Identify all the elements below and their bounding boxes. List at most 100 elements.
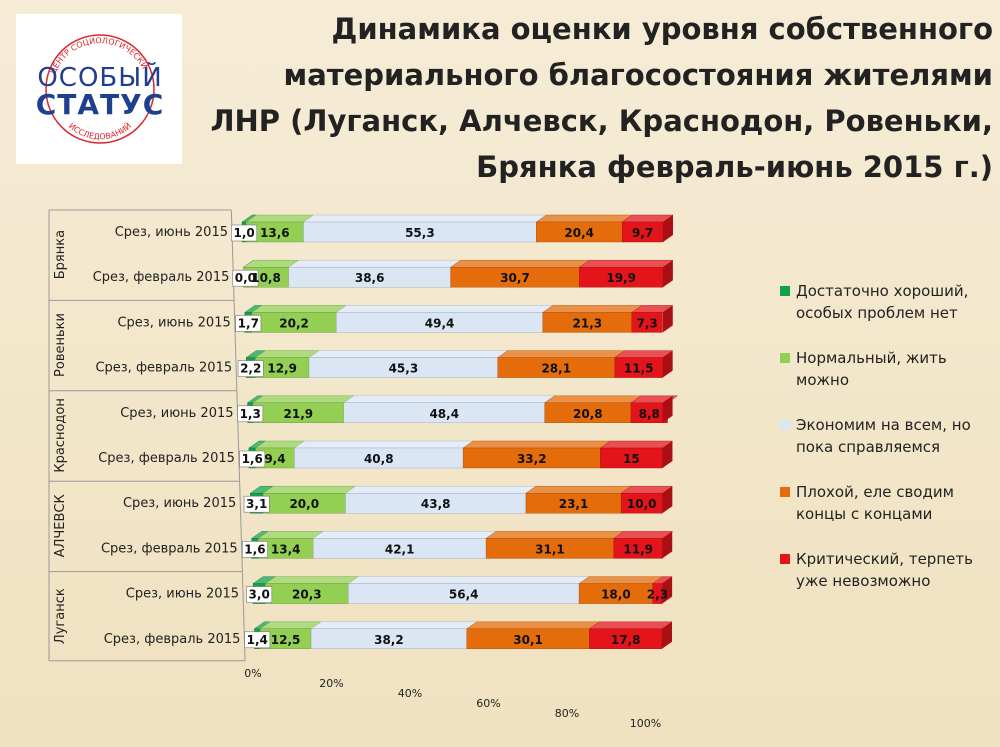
category-label: Срез, июнь 2015 [117,315,230,330]
bar-segment-top [310,621,478,629]
value-label: 11,9 [623,542,653,556]
bar-side [662,395,673,423]
bar-segment-top [308,350,509,358]
value-label-box [237,360,264,377]
bar-segment-top [466,621,601,629]
x-tick-label: 0% [244,667,261,680]
value-label: 11,5 [624,362,654,376]
bar-segment-top [245,214,315,223]
value-label: 13,6 [260,226,290,240]
x-tick-label: 20% [319,677,343,690]
value-label: 15 [623,452,640,466]
bar-segment-top [264,576,359,584]
bar-side [662,441,673,468]
legend-label-bad: Плохой, еле сводим концы с концами [796,483,954,523]
category-label: Срез, июнь 2015 [115,225,228,240]
bar-segment-top [578,576,664,584]
logo-word1: ОСОБЫЙ [37,61,162,93]
bar-segment-top [485,531,625,539]
bar-side [662,531,673,559]
bar-segment-top [578,260,674,268]
value-label: 30,7 [500,271,530,285]
value-label: 10,0 [627,497,657,511]
group-label: Ровеньки [53,313,68,377]
bar-segment-top [347,576,590,584]
legend-label-good: Достаточно хороший, особых проблем нет [796,282,969,322]
legend-item-normal: Нормальный, жить можно [776,347,996,391]
value-label: 38,6 [355,271,385,285]
value-label: 42,1 [385,542,415,556]
bar-segment-top [302,214,547,223]
bar-segment-top [614,350,674,358]
value-label: 9,7 [632,226,653,240]
bar-segment-top [293,440,474,449]
logo-word2: СТАТУС [36,88,165,121]
value-label: 30,1 [513,633,543,647]
value-label: 38,2 [374,633,404,647]
bar-segment-top [288,260,462,268]
bar-side [663,215,673,242]
x-tick-label: 60% [476,697,500,710]
legend-swatch-critical [780,554,790,564]
value-label: 23,1 [559,497,589,511]
title-line-1: Динамика оценки уровня собственного [331,12,994,46]
category-label: Срез, февраль 2015 [98,451,235,466]
value-label: 55,3 [405,226,435,240]
value-label: 33,2 [517,452,547,466]
bar-segment-top [257,531,324,539]
value-label: 21,3 [573,316,603,330]
group-label: Луганск [53,588,68,644]
category-label: Срез, июнь 2015 [120,406,233,421]
bar-segment-top [344,486,537,494]
group-label: Брянка [53,230,68,279]
legend-item-critical: Критический, терпеть уже невозможно [776,548,996,592]
category-label: Срез, февраль 2015 [95,361,232,376]
value-label: 9,4 [264,452,285,466]
value-label: 1,3 [240,407,261,421]
value-label-box [242,541,268,558]
value-label: 13,4 [271,542,301,556]
bar-segment-top [588,621,673,629]
legend-item-economize: Экономим на всем, но пока справляемся [776,414,996,458]
category-label: Срез, февраль 2015 [93,270,230,285]
chart-legend: Достаточно хороший, особых проблем нет Н… [776,280,996,615]
value-label: 48,4 [429,407,459,421]
value-label: 1,6 [242,452,263,466]
value-label: 12,5 [271,633,301,647]
bar-segment-top [525,486,632,494]
bar-segment-top [449,260,591,268]
bar-segment-top [343,395,556,403]
legend-label-economize: Экономим на всем, но пока справляемся [796,416,971,456]
bar-side [662,486,673,514]
legend-swatch-economize [780,420,790,430]
value-label: 1,0 [233,226,254,240]
bar-segment-top [251,305,347,313]
category-label: Срез, февраль 2015 [101,541,238,556]
bar-segment-top [544,395,642,403]
category-label: Срез, июнь 2015 [123,496,236,511]
value-label: 19,9 [606,271,636,285]
x-tick-label: 80% [555,707,579,720]
value-label: 3,1 [246,497,267,511]
value-label-box [244,631,271,649]
group-label: Краснодон [53,398,68,473]
legend-item-bad: Плохой, еле сводим концы с концами [776,481,996,525]
legend-item-good: Достаточно хороший, особых проблем нет [776,280,996,324]
value-label: 1,4 [247,633,268,647]
bar-segment-top [542,305,643,313]
value-label: 20,8 [573,407,603,421]
legend-label-critical: Критический, терпеть уже невозможно [796,550,973,590]
value-label: 7,3 [636,316,657,330]
value-label: 20,2 [279,316,309,330]
value-label: 49,4 [425,316,455,330]
group-label: АЛЧЕВСК [53,494,68,557]
value-label: 1,6 [244,542,265,556]
bar-side [662,260,673,288]
value-label: 40,8 [364,452,394,466]
legend-swatch-bad [780,487,790,497]
value-label: 20,0 [289,497,319,511]
value-label: 20,3 [292,588,322,602]
bar-segment-top [599,440,674,449]
value-label: 1,7 [238,316,259,330]
